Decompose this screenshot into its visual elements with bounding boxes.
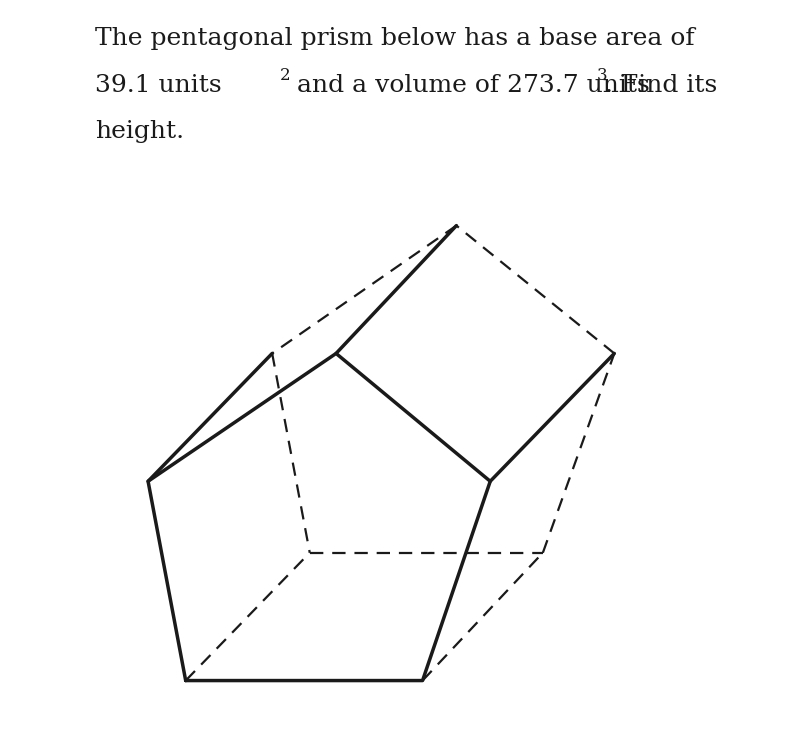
Text: 39.1 units: 39.1 units: [95, 74, 222, 97]
Text: . Find its: . Find its: [605, 74, 717, 97]
Text: The pentagonal prism below has a base area of: The pentagonal prism below has a base ar…: [95, 27, 695, 50]
Text: 3: 3: [597, 68, 608, 84]
Text: and a volume of 273.7 units: and a volume of 273.7 units: [289, 74, 650, 97]
Text: height.: height.: [95, 120, 185, 144]
Text: 2: 2: [280, 68, 290, 84]
